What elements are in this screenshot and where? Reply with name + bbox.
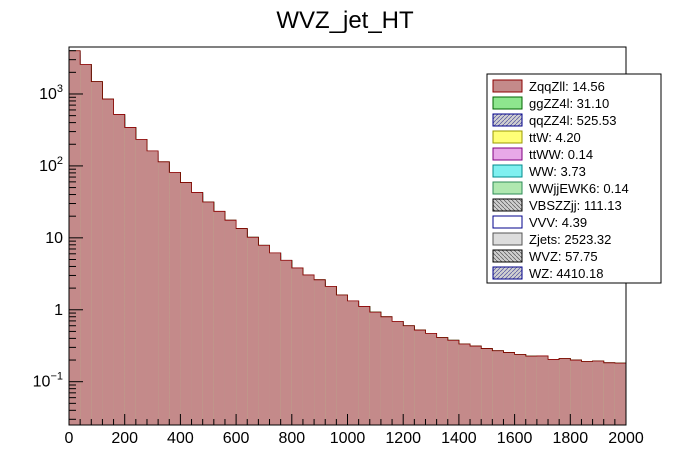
legend-label: ggZZ4l: 31.10: [529, 96, 609, 111]
legend-swatch: [492, 113, 523, 127]
bin-zqqzll: [80, 64, 92, 425]
legend: ZqqZll: 14.56 ggZZ4l: 31.10 qqZZ4l: 525.53…: [486, 73, 662, 284]
bin-zqqzll: [525, 356, 537, 425]
bin-zqqzll: [536, 355, 549, 425]
x-tick-label: 200: [111, 430, 138, 447]
legend-label: ZqqZll: 14.56: [529, 79, 605, 94]
legend-label: ttWW: 0.14: [529, 147, 593, 162]
x-tick-label: 1000: [330, 430, 366, 447]
bin-zqqzll: [514, 354, 526, 425]
bin-zqqzll: [247, 237, 259, 425]
bin-zqqzll: [124, 127, 136, 425]
bin-zqqzll: [314, 279, 326, 425]
y-tick-label: 10−1: [33, 371, 63, 391]
bin-zqqzll: [403, 325, 415, 425]
x-tick-label: 400: [167, 430, 194, 447]
legend-swatch: [492, 164, 523, 178]
bin-zqqzll: [503, 352, 515, 425]
x-tick-label: 2000: [608, 430, 644, 447]
legend-label: VVV: 4.39: [529, 215, 587, 230]
bin-zqqzll: [213, 211, 225, 425]
legend-label: VBSZZjj: 111.13: [529, 198, 622, 213]
bin-zqqzll: [581, 361, 593, 425]
legend-swatch: [492, 266, 523, 280]
bin-zqqzll: [169, 172, 181, 425]
bin-zqqzll: [592, 360, 604, 425]
bin-zqqzll: [336, 294, 348, 425]
bin-zqqzll: [492, 350, 504, 425]
bin-zqqzll: [158, 161, 170, 425]
legend-swatch: [492, 130, 523, 144]
series-zqqzll: [69, 50, 626, 425]
legend-label: Zjets: 2523.32: [529, 232, 611, 247]
bin-zqqzll: [236, 228, 248, 425]
bin-zqqzll: [291, 267, 303, 425]
bin-zqqzll: [481, 348, 493, 425]
bin-zqqzll: [347, 300, 359, 425]
x-tick-label: 1400: [441, 430, 477, 447]
bin-zqqzll: [380, 316, 393, 425]
legend-label: WW: 3.73: [529, 164, 586, 179]
legend-swatch: [492, 198, 523, 212]
bin-zqqzll: [603, 362, 615, 425]
legend-label: qqZZ4l: 525.53: [529, 113, 616, 128]
bin-zqqzll: [258, 245, 270, 425]
legend-label: ttW: 4.20: [529, 130, 581, 145]
bin-zqqzll: [269, 252, 281, 425]
x-axis: 0 200 400 600 800 1000 1200 1400 1600 1800 2000: [65, 414, 644, 447]
y-tick-label: 103: [39, 83, 63, 103]
outline-zqqzll: [69, 50, 626, 425]
bin-zqqzll: [202, 202, 214, 425]
legend-swatch: [492, 181, 523, 195]
legend-swatch: [492, 147, 523, 161]
bin-zqqzll: [358, 306, 370, 425]
legend-swatch: [492, 96, 523, 110]
bin-zqqzll: [191, 192, 203, 425]
bin-zqqzll: [447, 340, 459, 425]
bin-zqqzll: [559, 358, 571, 425]
bin-zqqzll: [436, 337, 448, 425]
bin-zqqzll: [369, 312, 381, 425]
bin-zqqzll: [146, 150, 159, 425]
legend-label: WVZ: 57.75: [529, 249, 598, 264]
legend-swatch: [492, 79, 523, 93]
bin-zqqzll: [548, 359, 560, 425]
bin-zqqzll: [224, 220, 237, 425]
y-tick-label: 10: [45, 230, 63, 247]
bin-zqqzll: [458, 344, 471, 425]
bin-zqqzll: [325, 286, 337, 425]
legend-label: WWjjEWK6: 0.14: [529, 181, 629, 196]
x-tick-label: 0: [65, 430, 74, 447]
bin-zqqzll: [91, 81, 103, 425]
bin-zqqzll: [135, 139, 147, 425]
bin-zqqzll: [614, 363, 626, 425]
bin-zqqzll: [470, 346, 482, 425]
x-tick-label: 1200: [385, 430, 421, 447]
x-tick-label: 800: [278, 430, 305, 447]
bin-zqqzll: [392, 321, 404, 425]
x-tick-label: 600: [223, 430, 250, 447]
legend-swatch: [492, 215, 523, 229]
legend-swatch: [492, 249, 523, 263]
y-tick-label: 1: [54, 302, 63, 319]
bin-zqqzll: [302, 274, 315, 425]
bin-zqqzll: [102, 99, 114, 425]
x-tick-label: 1600: [497, 430, 533, 447]
bin-zqqzll: [113, 114, 125, 425]
bin-zqqzll: [425, 333, 437, 425]
histogram-stack: [69, 50, 626, 425]
legend-label: WZ: 4410.18: [529, 266, 603, 281]
bin-zqqzll: [414, 330, 426, 425]
bin-zqqzll: [280, 260, 292, 425]
chart-title: WVZ_jet_HT: [276, 7, 414, 34]
legend-swatch: [492, 232, 523, 246]
y-tick-label: 102: [39, 155, 63, 175]
bin-zqqzll: [180, 182, 192, 425]
bin-zqqzll: [570, 360, 582, 425]
x-tick-label: 1800: [553, 430, 589, 447]
